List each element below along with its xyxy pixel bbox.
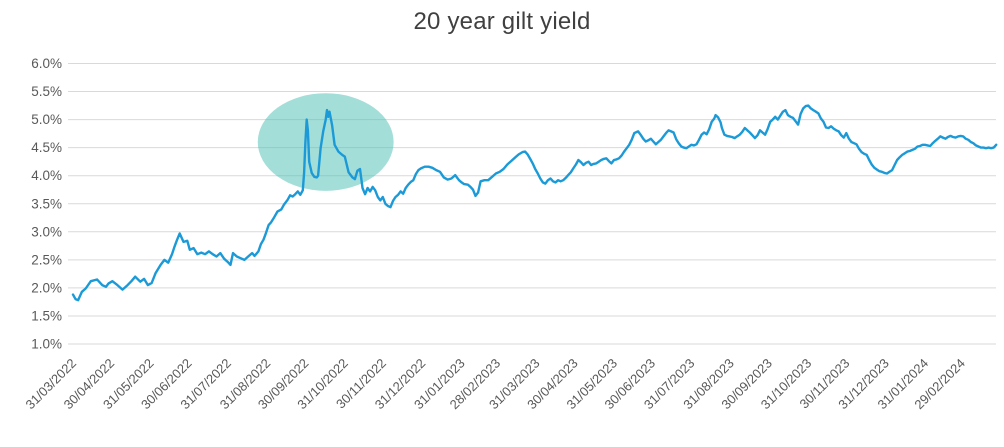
y-axis-tick-label: 1.0% — [31, 337, 62, 352]
y-axis-tick-label: 3.0% — [31, 224, 62, 239]
y-axis-tick-label: 6.0% — [31, 56, 62, 71]
y-axis-tick-label: 5.0% — [31, 112, 62, 127]
y-axis-tick-label: 3.5% — [31, 196, 62, 211]
y-axis-tick-label: 5.5% — [31, 84, 62, 99]
highlight-ellipse — [257, 93, 394, 191]
y-axis-tick-label: 4.5% — [31, 140, 62, 155]
y-axis-tick-label: 2.0% — [31, 280, 62, 295]
chart-title: 20 year gilt yield — [413, 8, 591, 35]
y-axis-tick-label: 1.5% — [31, 308, 62, 323]
y-axis-tick-label: 2.5% — [31, 252, 62, 267]
y-axis-tick-label: 4.0% — [31, 168, 62, 183]
gilt-yield-line-series — [71, 104, 998, 302]
